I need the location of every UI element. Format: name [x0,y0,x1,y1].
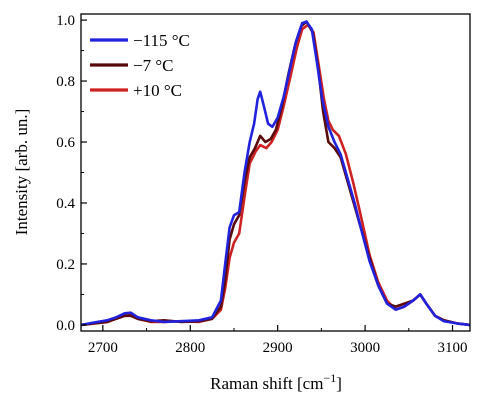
x-tick-label: 2800 [175,340,205,356]
series-line [81,20,470,327]
y-tick-label: 1.0 [56,13,75,29]
y-tick-label: 0.0 [56,318,75,334]
y-tick-label: 0.6 [56,135,75,151]
x-tick-label: 3000 [350,340,380,356]
y-tick-label: 0.4 [56,196,75,212]
x-axis-title-superscript: −1 [323,371,336,385]
legend-label: −7 °C [133,56,173,75]
legend: −115 °C −7 °C +10 °C [90,31,190,100]
y-axis: 0.0 0.2 0.4 0.6 0.8 1.0 [56,13,87,334]
y-axis-title: Intensity [arb. un.] [12,109,31,236]
x-tick-label: 3100 [438,340,468,356]
x-tick-label: 2700 [88,340,118,356]
x-axis-title-end: ] [336,374,342,393]
y-tick-label: 0.2 [56,257,75,273]
legend-label: −115 °C [133,31,190,50]
x-axis-title: Raman shift [cm−1] [210,371,342,393]
y-tick-label: 0.8 [56,74,75,90]
x-tick-label: 2900 [263,340,293,356]
legend-label: +10 °C [133,81,182,100]
series-layer [81,20,470,327]
x-axis: 2700 2800 2900 3000 3100 [88,325,468,356]
